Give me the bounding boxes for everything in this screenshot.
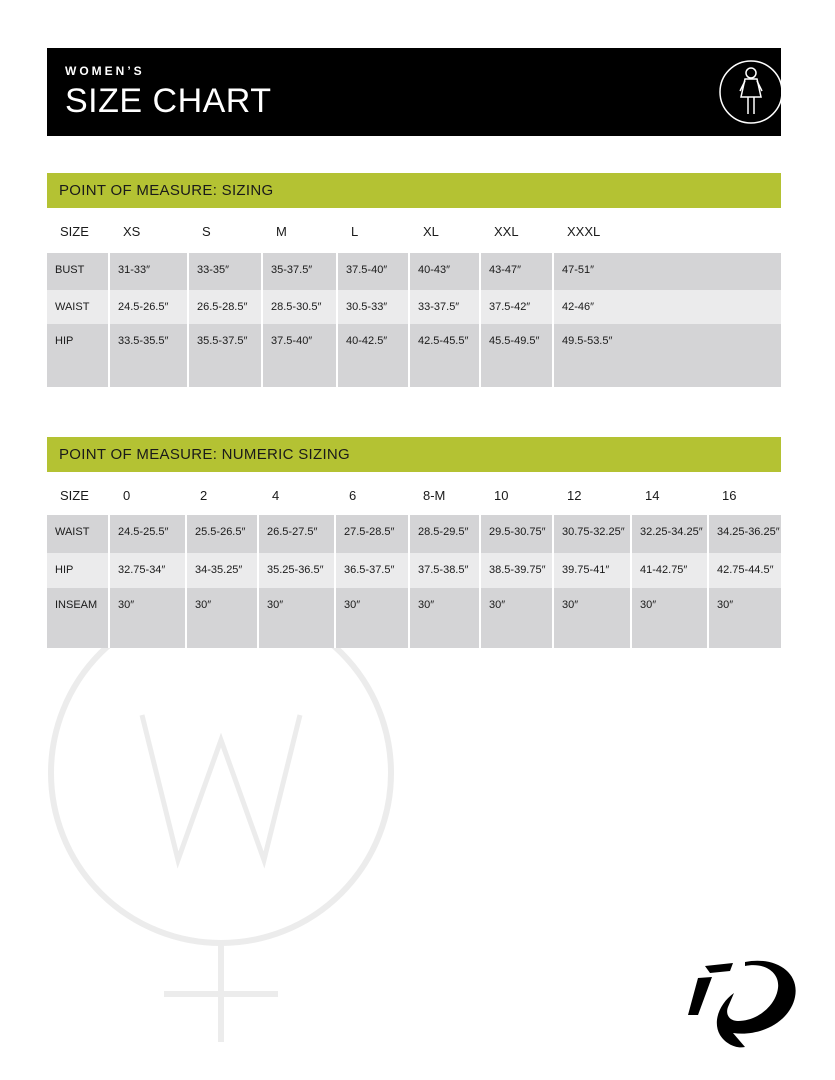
column-header: 8-M — [423, 488, 446, 503]
table-cell: 37.5-42″ — [481, 290, 554, 324]
column-header: XL — [423, 224, 439, 239]
table-cell: 30″ — [632, 588, 709, 648]
table-cell: 30.75-32.25″ — [554, 515, 632, 553]
header-title: SIZE CHART — [65, 82, 272, 120]
column-header: XXXL — [567, 224, 601, 239]
row-label: BUST — [47, 253, 110, 290]
table-cell: 40-42.5″ — [338, 324, 410, 387]
row-label: WAIST — [47, 515, 110, 553]
table-cell: 40-43″ — [410, 253, 481, 290]
table-cell: 30″ — [554, 588, 632, 648]
column-header: 2 — [200, 488, 208, 503]
column-header: XS — [123, 224, 141, 239]
table-cell: 39.75-41″ — [554, 553, 632, 588]
column-header: 4 — [272, 488, 280, 503]
table-cell: 47-51″ — [554, 253, 781, 290]
table-cell: 28.5-30.5″ — [263, 290, 338, 324]
woman-icon — [719, 60, 783, 124]
table-cell: 30″ — [336, 588, 410, 648]
table-cell: 33-37.5″ — [410, 290, 481, 324]
table-cell: 41-42.75″ — [632, 553, 709, 588]
table-cell: 30″ — [187, 588, 259, 648]
row-label: WAIST — [47, 290, 110, 324]
table-cell: 30″ — [481, 588, 554, 648]
table-cell: 34-35.25″ — [187, 553, 259, 588]
table-cell: 34.25-36.25″ — [709, 515, 781, 553]
table-cell: 27.5-28.5″ — [336, 515, 410, 553]
table-cell: 24.5-25.5″ — [110, 515, 187, 553]
column-header: 6 — [349, 488, 357, 503]
column-header: M — [276, 224, 287, 239]
table-cell: 24.5-26.5″ — [110, 290, 189, 324]
row-label: INSEAM — [47, 588, 110, 648]
table-cell: 26.5-27.5″ — [259, 515, 336, 553]
column-header: L — [351, 224, 359, 239]
table-cell: 25.5-26.5″ — [187, 515, 259, 553]
section-title: POINT OF MEASURE: NUMERIC SIZING — [47, 437, 781, 472]
row-label: HIP — [47, 553, 110, 588]
table-cell: 36.5-37.5″ — [336, 553, 410, 588]
column-header: 0 — [123, 488, 131, 503]
table-cell: 32.75-34″ — [110, 553, 187, 588]
column-header: XXL — [494, 224, 519, 239]
table-cell: 30″ — [709, 588, 781, 648]
column-header: SIZE — [60, 224, 89, 239]
table-cell: 31-33″ — [110, 253, 189, 290]
table-cell: 28.5-29.5″ — [410, 515, 481, 553]
column-header: 14 — [645, 488, 660, 503]
table-cell: 26.5-28.5″ — [189, 290, 263, 324]
header-subtitle: WOMEN’S — [65, 64, 145, 78]
table-cell: 38.5-39.75″ — [481, 553, 554, 588]
column-header: 16 — [722, 488, 737, 503]
table-cell: 32.25-34.25″ — [632, 515, 709, 553]
table-cell: 29.5-30.75″ — [481, 515, 554, 553]
section-title: POINT OF MEASURE: SIZING — [47, 173, 781, 208]
table-cell: 35-37.5″ — [263, 253, 338, 290]
table-cell: 37.5-40″ — [263, 324, 338, 387]
column-header: 12 — [567, 488, 582, 503]
table-cell: 35.25-36.5″ — [259, 553, 336, 588]
table-cell: 49.5-53.5″ — [554, 324, 781, 387]
column-header: S — [202, 224, 211, 239]
table-cell: 42.75-44.5″ — [709, 553, 781, 588]
column-header: 10 — [494, 488, 509, 503]
table-cell: 33.5-35.5″ — [110, 324, 189, 387]
table-cell: 42.5-45.5″ — [410, 324, 481, 387]
table-cell: 37.5-38.5″ — [410, 553, 481, 588]
table-cell: 30.5-33″ — [338, 290, 410, 324]
table-cell: 30″ — [410, 588, 481, 648]
table-cell: 43-47″ — [481, 253, 554, 290]
table-cell: 30″ — [110, 588, 187, 648]
table-cell: 37.5-40″ — [338, 253, 410, 290]
table-cell: 42-46″ — [554, 290, 781, 324]
logo — [688, 960, 796, 1048]
column-header: SIZE — [60, 488, 89, 503]
header-bar: WOMEN’S SIZE CHART — [47, 48, 783, 136]
table-cell: 45.5-49.5″ — [481, 324, 554, 387]
table-cell: 30″ — [259, 588, 336, 648]
row-label: HIP — [47, 324, 110, 387]
table-cell: 35.5-37.5″ — [189, 324, 263, 387]
table-cell: 33-35″ — [189, 253, 263, 290]
